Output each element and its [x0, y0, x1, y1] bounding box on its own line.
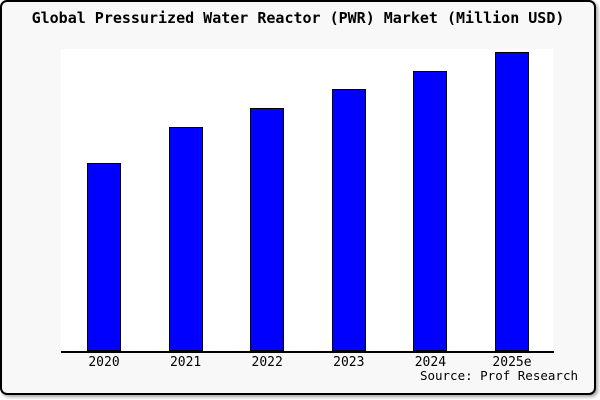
plot-area	[61, 49, 553, 351]
x-axis-line	[61, 351, 554, 353]
x-tick-label-2023: 2023	[333, 355, 365, 370]
bar-2023	[331, 89, 366, 351]
x-tick-label-2020: 2020	[88, 355, 120, 370]
x-tick-label-2021: 2021	[169, 355, 202, 370]
bar-2021	[168, 127, 203, 351]
source-credit: Source: Prof Research	[419, 368, 578, 383]
chart-title: Global Pressurized Water Reactor (PWR) M…	[31, 9, 565, 27]
x-tick-label-2022: 2022	[251, 355, 283, 370]
bar-2025e	[495, 52, 529, 351]
bar-2024	[413, 71, 448, 351]
bar-2020	[87, 163, 121, 351]
bar-2022	[250, 108, 285, 351]
